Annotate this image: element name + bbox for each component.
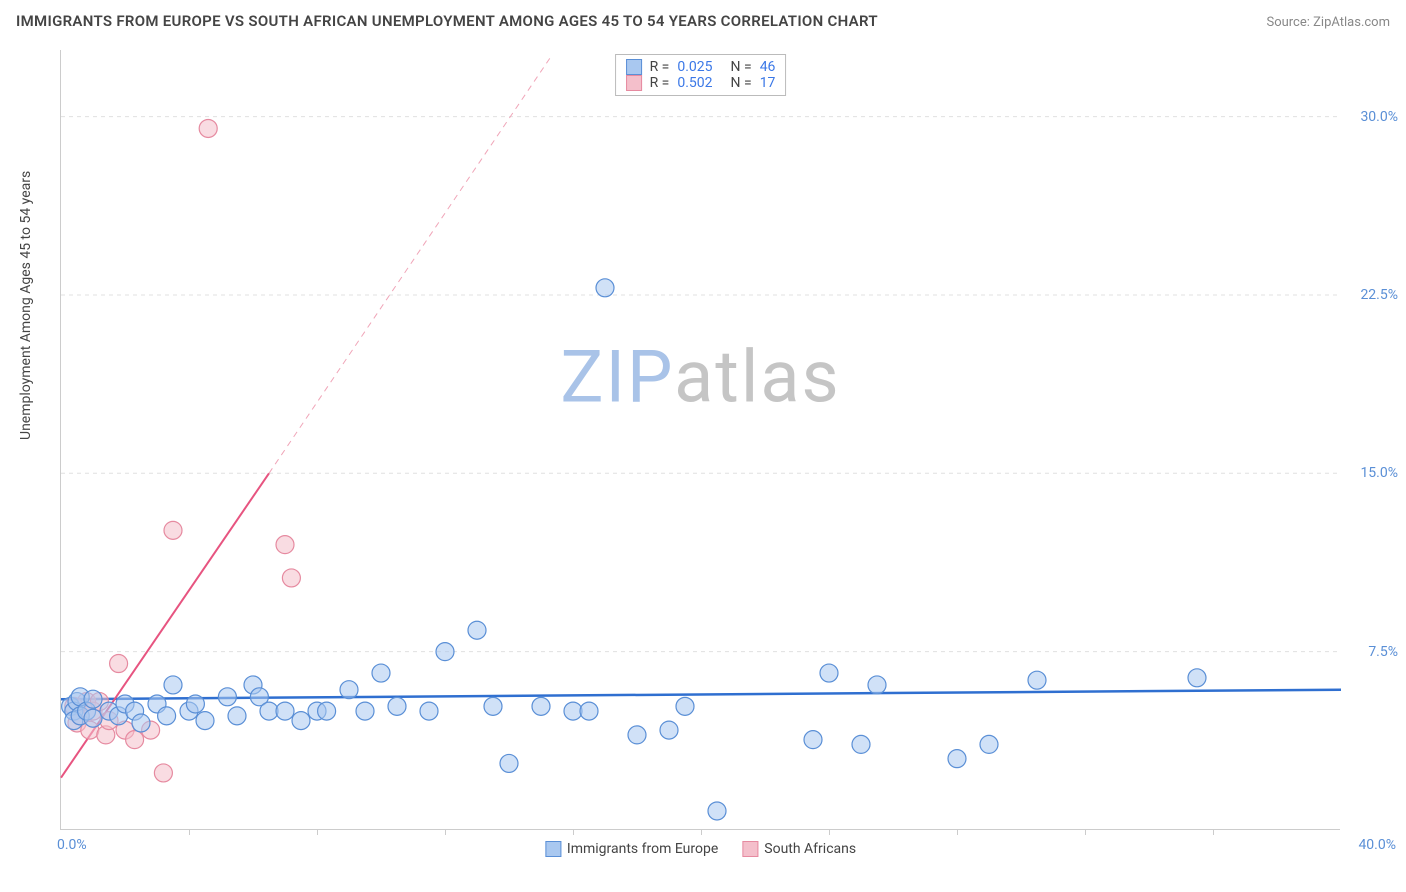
stat-n-sa: 17 (760, 75, 776, 91)
x-tick-min: 0.0% (57, 837, 87, 853)
x-tick (189, 829, 190, 835)
y-tick-label: 7.5% (1368, 644, 1398, 660)
legend-swatch-europe (545, 841, 561, 857)
x-tick (1213, 829, 1214, 835)
stat-r-label: R = (650, 59, 670, 75)
legend-item-sa: South Africans (742, 841, 856, 857)
swatch-sa (626, 75, 642, 91)
legend-label-europe: Immigrants from Europe (567, 841, 718, 857)
swatch-europe (626, 59, 642, 75)
x-tick (573, 829, 574, 835)
x-tick (829, 829, 830, 835)
x-tick (957, 829, 958, 835)
x-tick (1085, 829, 1086, 835)
stat-r-sa: 0.502 (677, 75, 712, 91)
y-tick-label: 22.5% (1360, 287, 1398, 303)
legend-item-europe: Immigrants from Europe (545, 841, 718, 857)
y-tick-label: 15.0% (1360, 465, 1398, 481)
stat-r-europe: 0.025 (677, 59, 712, 75)
x-tick (701, 829, 702, 835)
stat-r-label2: R = (650, 75, 670, 91)
stat-row-sa: R = 0.502 N = 17 (626, 75, 776, 91)
stat-n-label: N = (731, 59, 752, 75)
stat-legend: R = 0.025 N = 46 R = 0.502 N = 17 (615, 54, 787, 96)
plot-svg (61, 50, 1340, 829)
plot-area: ZIPatlas 7.5%15.0%22.5%30.0% R = 0.025 N… (60, 50, 1340, 830)
bottom-legend: Immigrants from Europe South Africans (545, 841, 856, 857)
x-tick (445, 829, 446, 835)
title-row: IMMIGRANTS FROM EUROPE VS SOUTH AFRICAN … (16, 12, 1390, 30)
x-tick (317, 829, 318, 835)
y-tick-label: 30.0% (1360, 109, 1398, 125)
y-axis-label: Unemployment Among Ages 45 to 54 years (18, 171, 34, 440)
chart-title: IMMIGRANTS FROM EUROPE VS SOUTH AFRICAN … (16, 12, 878, 30)
legend-label-sa: South Africans (764, 841, 856, 857)
legend-swatch-sa (742, 841, 758, 857)
stat-n-label2: N = (731, 75, 752, 91)
stat-row-europe: R = 0.025 N = 46 (626, 59, 776, 75)
source-label: Source: ZipAtlas.com (1266, 15, 1390, 30)
stat-n-europe: 46 (760, 59, 776, 75)
x-tick-max: 40.0% (1358, 837, 1396, 853)
